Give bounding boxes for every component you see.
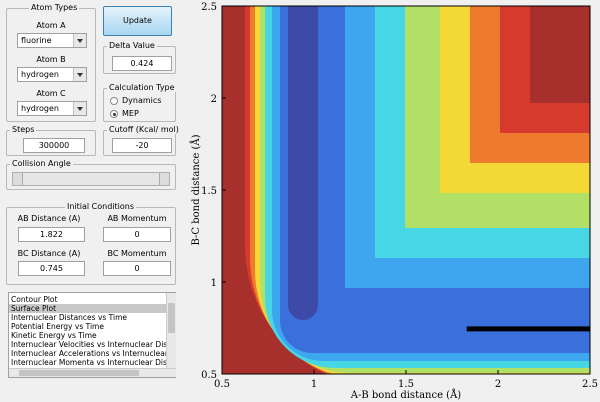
group-title: Cutoff (Kcal/ mol): [107, 125, 181, 134]
group-title: Initial Conditions: [65, 202, 137, 211]
delta-group: Delta Value 0.424: [103, 41, 176, 74]
list-item[interactable]: Internuclear Momenta vs Internuclear Dis…: [11, 358, 166, 367]
list-item[interactable]: Potential Energy vs Time: [11, 322, 104, 331]
text-input[interactable]: 0: [103, 261, 171, 276]
plot-listbox: Contour Plot Surface Plot Internuclear Dis…: [8, 292, 176, 378]
collision-group: Collision Angle: [6, 159, 176, 190]
scroll-thumb[interactable]: [168, 303, 175, 333]
text-input[interactable]: 1.822: [18, 227, 85, 242]
list-item[interactable]: Internuclear Velocities vs Internuclear …: [11, 340, 166, 349]
scroll-thumb[interactable]: [19, 370, 139, 376]
contour-surface: [222, 6, 590, 374]
x-tick-label: 2: [495, 379, 501, 390]
dropdown[interactable]: hydrogen: [17, 67, 87, 82]
dropdown-arrow: [73, 68, 86, 81]
text-input[interactable]: 300000: [23, 138, 85, 153]
y-tick-label: 2.5: [201, 2, 217, 13]
radio[interactable]: [110, 110, 118, 118]
atom-types-group: Atom Types Atom A fluorine Atom B hydrog…: [6, 3, 96, 122]
label: Atom C: [36, 89, 66, 98]
y-axis-label: B-C bond distance (Å): [190, 134, 202, 245]
slider[interactable]: [12, 172, 170, 186]
label: AB Momentum: [107, 214, 167, 223]
y-tick-label: 1.5: [201, 186, 217, 197]
update-button[interactable]: Update: [103, 6, 172, 36]
group-title: Calculation Type: [107, 83, 177, 92]
group-title: Delta Value: [107, 41, 157, 50]
dropdown-arrow: [73, 102, 86, 115]
list-item[interactable]: Internuclear Accelerations vs Internucle…: [11, 349, 166, 358]
list-items: Contour Plot Surface Plot Internuclear Dis…: [9, 295, 166, 368]
horizontal-scrollbar[interactable]: [9, 368, 176, 377]
dropdown-value: fluorine: [21, 36, 52, 45]
dropdown-value: hydrogen: [21, 70, 59, 79]
dropdown-arrow: [73, 34, 86, 47]
slider-right[interactable]: [159, 173, 169, 185]
y-tick-label: 2: [211, 94, 217, 105]
label: Atom B: [36, 55, 66, 64]
dropdown[interactable]: fluorine: [17, 33, 87, 48]
initial-conditions-group: Initial Conditions AB Distance (A) 1.822…: [6, 202, 176, 285]
cutoff-group: Cutoff (Kcal/ mol) -20: [103, 125, 181, 156]
steps-group: Steps 300000: [6, 125, 96, 156]
label: Atom A: [36, 21, 66, 30]
slider-left[interactable]: [13, 173, 23, 185]
radio[interactable]: [110, 97, 118, 105]
y-tick-label: 0.5: [201, 370, 217, 381]
label: BC Momentum: [107, 249, 167, 258]
label: BC Distance (A): [17, 249, 81, 258]
text-input[interactable]: 0.424: [112, 56, 172, 71]
calc-type-group: Calculation Type Dynamics MEP: [103, 83, 177, 122]
list-item[interactable]: Internuclear Distances vs Time: [11, 313, 128, 322]
group-title: Atom Types: [29, 3, 80, 12]
vertical-scrollbar[interactable]: [166, 293, 176, 368]
list-item[interactable]: Kinetic Energy vs Time: [11, 331, 97, 340]
contour-plot: 0.5 1 1.5 2 2.5 0.5 1 1.5 2 2.5 A-B bond distance …: [190, 2, 598, 401]
radio-label: Dynamics: [122, 96, 162, 105]
dropdown[interactable]: hydrogen: [17, 101, 87, 116]
x-tick-label: 1: [311, 379, 317, 390]
list-item[interactable]: Contour Plot: [11, 295, 58, 304]
group-title: Steps: [10, 125, 37, 134]
list-item[interactable]: Surface Plot: [9, 304, 166, 313]
x-tick-label: 0.5: [214, 379, 230, 390]
x-axis-label: A-B bond distance (Å): [350, 389, 462, 401]
x-tick-label: 1.5: [398, 379, 414, 390]
x-tick-label: 2.5: [582, 379, 598, 390]
dropdown-value: hydrogen: [21, 104, 59, 113]
text-input[interactable]: 0: [103, 227, 171, 242]
radio-label: MEP: [122, 109, 139, 118]
group-title: Collision Angle: [10, 159, 73, 168]
text-input[interactable]: -20: [112, 138, 172, 153]
text-input[interactable]: 0.745: [18, 261, 85, 276]
y-tick-label: 1: [211, 278, 217, 289]
label: AB Distance (A): [17, 214, 81, 223]
